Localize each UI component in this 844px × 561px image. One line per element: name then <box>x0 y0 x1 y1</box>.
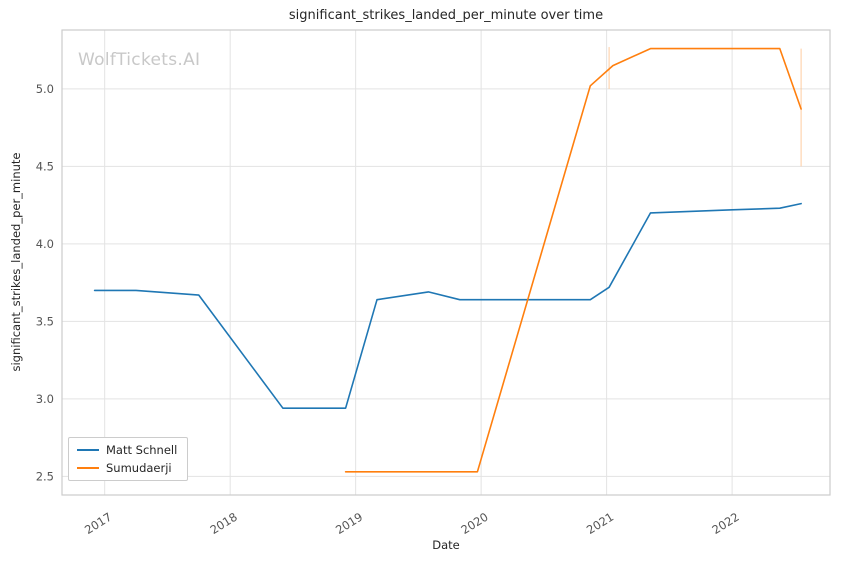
y-tick-label: 4.5 <box>36 159 54 173</box>
legend-swatch-matt-schnell <box>77 449 99 451</box>
y-tick-label: 5.0 <box>36 82 54 96</box>
x-tick-label: 2019 <box>333 510 365 537</box>
y-axis-label: significant_strikes_landed_per_minute <box>9 152 23 372</box>
x-tick-label: 2017 <box>82 510 114 537</box>
y-tick-label: 3.5 <box>36 314 54 328</box>
watermark: WolfTickets.AI <box>78 50 201 70</box>
legend-item-sumudaerji: Sumudaerji <box>77 461 177 475</box>
x-tick-label: 2018 <box>207 510 239 537</box>
x-tick-label: 2022 <box>709 510 741 537</box>
y-tick-label: 2.5 <box>36 469 54 483</box>
legend-item-matt-schnell: Matt Schnell <box>77 443 177 457</box>
y-tick-label: 3.0 <box>36 392 54 406</box>
legend-label-matt-schnell: Matt Schnell <box>106 443 178 457</box>
x-tick-label: 2021 <box>584 510 616 537</box>
legend-swatch-sumudaerji <box>77 467 99 469</box>
y-tick-label: 4.0 <box>36 237 54 251</box>
legend-label-sumudaerji: Sumudaerji <box>106 461 172 475</box>
legend: Matt Schnell Sumudaerji <box>68 437 189 481</box>
chart-title: significant_strikes_landed_per_minute ov… <box>288 8 604 23</box>
x-tick-label: 2020 <box>458 510 490 537</box>
x-axis-label: Date <box>432 538 460 552</box>
